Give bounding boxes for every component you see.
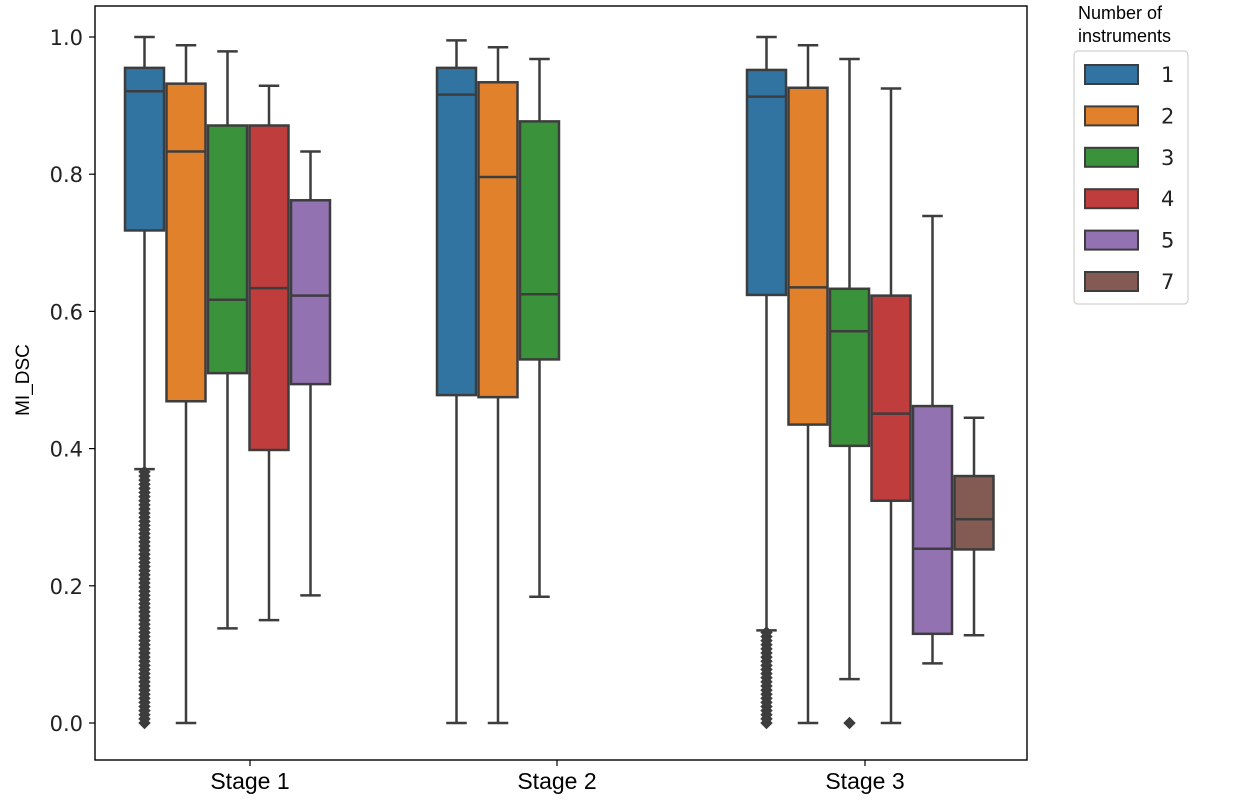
box-iqr [123, 66, 166, 232]
box-stage-3-n5 [911, 214, 954, 665]
legend-label: 5 [1161, 229, 1174, 253]
box-iqr [435, 66, 478, 397]
legend-swatch [1084, 229, 1139, 251]
x-category-label: Stage 1 [210, 768, 289, 794]
box-stage-3-n1 [745, 35, 788, 730]
box-stage-1-n2 [165, 43, 207, 725]
outlier-point [138, 465, 151, 479]
legend-title-line-2: instruments [1078, 26, 1171, 46]
box-iqr [828, 287, 871, 448]
x-category-label: Stage 3 [825, 768, 904, 794]
y-axis-title: MI_DSC [13, 344, 34, 416]
legend-items: 1 2 3 4 5 7 [1084, 63, 1174, 294]
box-iqr [206, 124, 249, 375]
legend: Number of instruments 1 2 3 4 5 7 [1073, 3, 1189, 305]
legend-swatch [1084, 188, 1139, 210]
box-stage-3-n7 [953, 416, 995, 637]
box-iqr [953, 474, 995, 551]
legend-swatch [1084, 146, 1139, 168]
axes-frame [94, 5, 1028, 761]
box-iqr [787, 86, 829, 426]
box-iqr [165, 82, 207, 403]
y-tick-label: 0.8 [50, 163, 83, 187]
legend-label: 7 [1161, 270, 1174, 294]
box-stage-3-n4 [870, 87, 912, 725]
legend-label: 1 [1161, 63, 1174, 87]
y-tick-label: 0.2 [50, 575, 83, 599]
box-stage-3-n2 [787, 43, 829, 725]
box-stage-1-n4 [248, 84, 290, 622]
legend-label: 2 [1161, 104, 1174, 128]
box-stage-3-n3 [828, 57, 871, 730]
outlier-point [843, 716, 856, 730]
box-stage-2-n1 [435, 39, 478, 725]
legend-title-line-1: Number of [1078, 3, 1163, 23]
legend-swatch [1084, 271, 1139, 292]
x-axis: Stage 1 Stage 2 Stage 3 [210, 760, 905, 794]
box-stage-1-n3 [206, 50, 249, 630]
y-tick-label: 0.4 [50, 438, 83, 462]
box-iqr [289, 199, 332, 386]
box-stage-2-n2 [477, 46, 519, 725]
legend-frame [1073, 50, 1189, 305]
box-stage-2-n3 [518, 57, 561, 599]
y-tick-label: 0.0 [50, 712, 83, 736]
legend-swatch [1084, 64, 1139, 85]
outlier-point [760, 626, 773, 639]
box-iqr [745, 68, 788, 297]
box-iqr [870, 294, 912, 502]
legend-swatch [1084, 105, 1139, 127]
legend-label: 4 [1161, 187, 1174, 211]
y-tick-label: 0.6 [50, 300, 83, 324]
legend-label: 3 [1161, 146, 1174, 170]
box-stage-1-n1 [123, 35, 166, 730]
box-iqr [518, 120, 561, 361]
box-iqr [911, 404, 954, 636]
x-category-label: Stage 2 [517, 768, 596, 794]
box-iqr [477, 81, 519, 399]
y-tick-label: 1.0 [50, 26, 83, 50]
box-stage-1-n5 [289, 150, 332, 597]
plot-area [123, 35, 995, 730]
y-axis: 0.0 0.2 0.4 0.6 0.8 1.0 [50, 26, 95, 736]
